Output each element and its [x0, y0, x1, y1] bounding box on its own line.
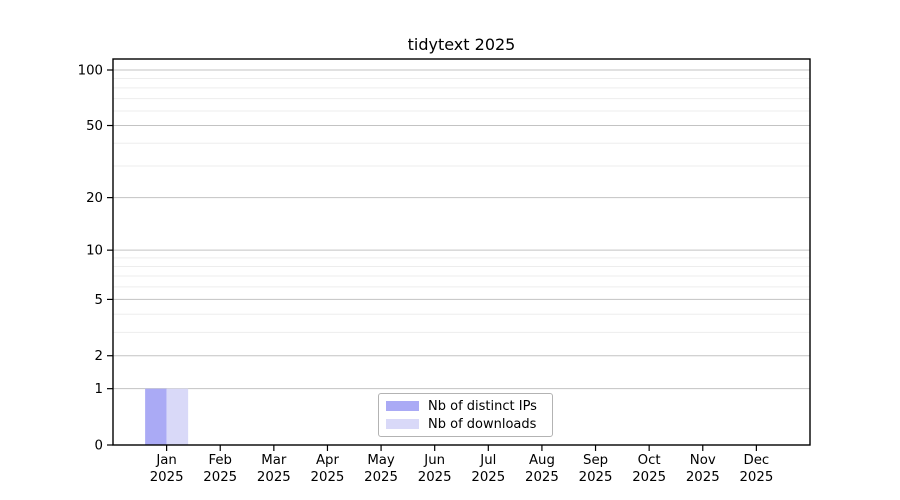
x-tick-label-year: 2025: [203, 470, 237, 485]
y-tick-label: 5: [95, 293, 103, 308]
chart-title: tidytext 2025: [407, 35, 516, 54]
x-tick-label-month: Dec: [744, 453, 770, 468]
x-tick-label-month: Sep: [583, 453, 608, 468]
x-tick-label-year: 2025: [311, 470, 345, 485]
x-tick-label-month: Jul: [479, 453, 496, 468]
x-tick-label-year: 2025: [686, 470, 720, 485]
y-tick-label: 10: [86, 244, 103, 259]
y-tick-label: 1: [95, 382, 103, 397]
x-tick-label-year: 2025: [579, 470, 613, 485]
x-tick-label-month: Jun: [423, 453, 445, 468]
x-tick-label-month: Oct: [638, 453, 661, 468]
plot-border: [112, 58, 811, 446]
y-tick-label: 100: [78, 64, 103, 79]
legend-label-1: Nb of downloads: [428, 416, 537, 432]
legend-item-downloads: Nb of downloads: [386, 417, 545, 432]
y-tick-label: 0: [95, 439, 103, 454]
y-tick-label: 50: [86, 119, 103, 134]
x-tick-label-month: May: [367, 453, 395, 468]
x-tick-label-year: 2025: [632, 470, 666, 485]
x-tick-label-year: 2025: [525, 470, 559, 485]
x-tick-label-month: Aug: [529, 453, 555, 468]
legend-swatch-1: [386, 419, 419, 429]
y-tick-label: 2: [95, 349, 103, 364]
x-tick-label-year: 2025: [364, 470, 398, 485]
x-tick-label-month: Mar: [261, 453, 287, 468]
x-tick-label-month: Nov: [690, 453, 716, 468]
x-tick-label-year: 2025: [257, 470, 291, 485]
x-tick-label-month: Jan: [155, 453, 177, 468]
x-tick-label-year: 2025: [739, 470, 773, 485]
x-tick-label-year: 2025: [471, 470, 505, 485]
x-tick-label-month: Feb: [208, 453, 232, 468]
x-tick-label-year: 2025: [150, 470, 184, 485]
x-tick-label-year: 2025: [418, 470, 452, 485]
legend-item-distinct-ips: Nb of distinct IPs: [386, 399, 545, 414]
bar-jan-downloads: [166, 388, 189, 445]
y-tick-label: 20: [86, 191, 103, 206]
x-tick-label-month: Apr: [316, 453, 340, 468]
bar-jan-distinct-ips: [145, 388, 167, 445]
legend-label-0: Nb of distinct IPs: [428, 398, 537, 414]
legend-swatch-0: [386, 401, 419, 411]
legend: Nb of distinct IPs Nb of downloads: [378, 393, 553, 437]
